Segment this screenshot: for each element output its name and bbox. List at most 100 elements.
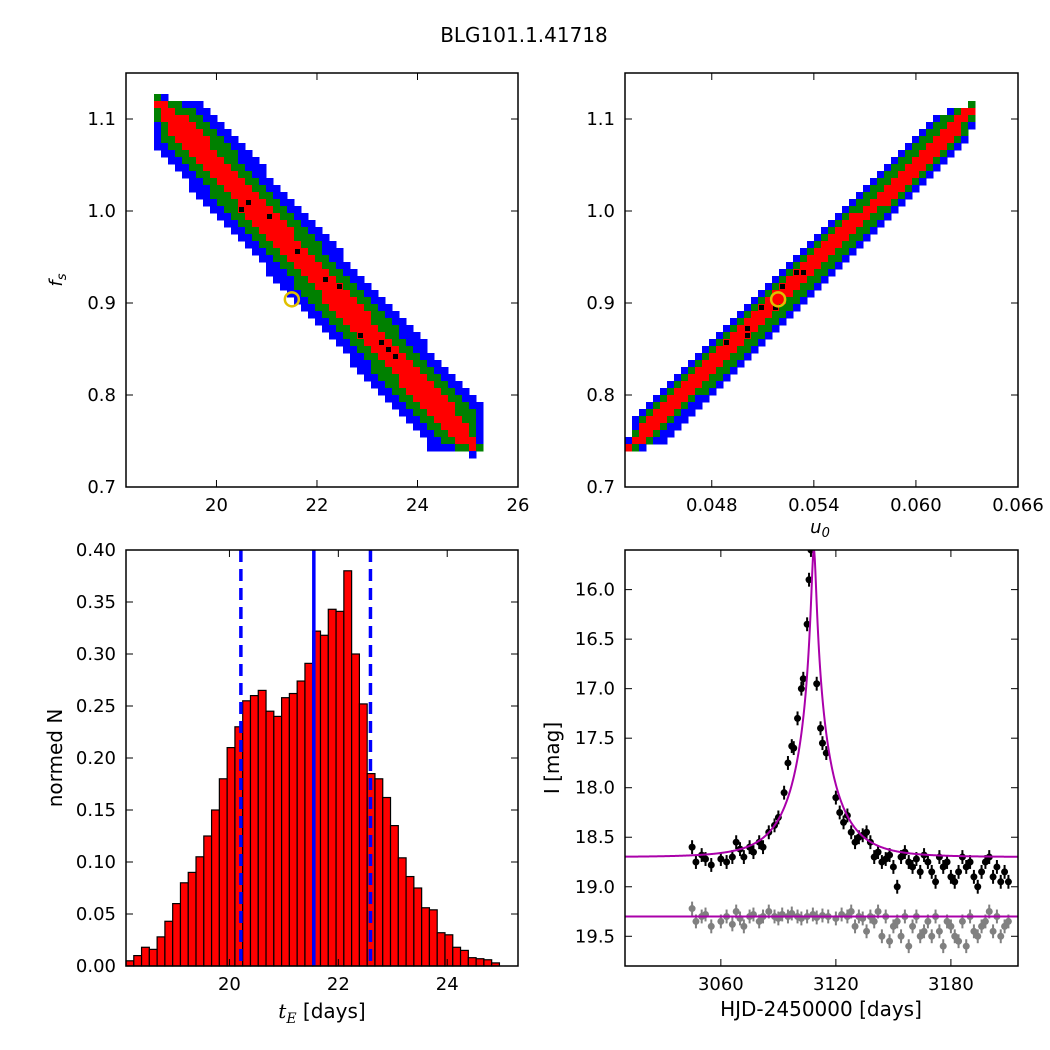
hist-bar <box>133 954 143 967</box>
tl-cell-mid <box>315 290 323 298</box>
tr-cell-outer <box>800 297 808 305</box>
tl-cell-outer <box>189 171 197 179</box>
tl-cell-outer <box>448 374 456 382</box>
tl-cell-inner <box>315 269 323 277</box>
tr-cell-outer <box>835 213 843 221</box>
tl-cell-outer <box>175 164 183 172</box>
panel-tl: 20 22 24 26 1.1 1.0 0.9 0.8 0.7 fs <box>46 72 529 516</box>
tr-cell-mid <box>919 143 927 151</box>
hist-bar <box>452 946 462 967</box>
tl-cell-outer <box>224 213 232 221</box>
tl-cell-inner <box>259 206 267 214</box>
tl-cell-mid <box>469 416 477 424</box>
tr-cell-outer <box>821 276 829 284</box>
tr-ticks-x-tick-label: 0.060 <box>890 495 942 516</box>
tl-cell-mid <box>259 234 267 242</box>
tr-cell-mid <box>716 339 724 347</box>
tl-cell-outer <box>308 304 316 312</box>
tl-cell-mid <box>399 395 407 403</box>
tl-cell-outer <box>203 192 211 200</box>
tl-cell-mid <box>294 234 302 242</box>
tr-cell-mid <box>947 115 955 123</box>
tl-cell-inner <box>469 444 477 452</box>
tl-cell-mid <box>371 367 379 375</box>
secondary-point <box>958 917 966 925</box>
tl-cell-inner <box>427 402 435 410</box>
tl-cell-inner <box>287 227 295 235</box>
tr-cell-mid <box>912 178 920 186</box>
tr-cell-inner <box>667 409 675 417</box>
tl-cell-mid <box>252 227 260 235</box>
tr-ticks-x-tick-label: 0.066 <box>992 495 1044 516</box>
tl-cell-mid <box>238 171 246 179</box>
tr-cell-inner <box>814 262 822 270</box>
tl-ticks-x-tick-label: 24 <box>406 495 429 516</box>
tr-cell-outer <box>891 206 899 214</box>
tr-ticks-x-tick-label: 0.048 <box>686 495 738 516</box>
tl-cell-mid <box>385 381 393 389</box>
tr-cell-inner <box>625 444 633 452</box>
tl-cell-mid <box>301 241 309 249</box>
tr-cell-mid <box>772 311 780 319</box>
tr-cell-inner <box>646 430 654 438</box>
tr-cell-mid <box>716 367 724 375</box>
br-ticks-y-tick-label: 19.5 <box>575 926 615 947</box>
tl-cell-outer <box>350 353 358 361</box>
tl-cell-mid <box>287 213 295 221</box>
tl-cell-inner <box>350 297 358 305</box>
secondary-point <box>951 932 959 940</box>
tl-cell-outer <box>154 136 162 144</box>
tr-cell-mid <box>856 227 864 235</box>
primary-point <box>889 863 897 871</box>
hist-bar <box>374 778 384 967</box>
tl-cell-outer <box>469 395 477 403</box>
tl-cell-mid <box>455 402 463 410</box>
tr-cell-mid <box>863 199 871 207</box>
tr-cell-inner <box>709 353 717 361</box>
hist-bar <box>148 948 158 967</box>
tl-cell-outer <box>350 276 358 284</box>
tr-cell-outer <box>793 304 801 312</box>
tl-cell-inner <box>406 374 414 382</box>
primary-point <box>780 789 788 797</box>
tl-cell-inner <box>413 367 421 375</box>
tl-cell-inner <box>434 409 442 417</box>
tl-cell-inner <box>420 395 428 403</box>
secondary-point <box>889 922 897 930</box>
tl-cell-mid <box>357 297 365 305</box>
tl-sample-cell <box>393 354 398 359</box>
tl-cell-inner <box>245 192 253 200</box>
tl-cell-outer <box>238 157 246 165</box>
tr-cell-mid <box>688 367 696 375</box>
hist-bar <box>164 920 174 967</box>
hist-bar <box>281 697 290 967</box>
tr-cell-inner <box>891 185 899 193</box>
tr-cell-mid <box>660 395 668 403</box>
tl-cell-inner <box>294 255 302 263</box>
tl-cell-mid <box>329 311 337 319</box>
tl-cell-outer <box>154 122 162 130</box>
tl-cell-inner <box>406 381 414 389</box>
figure-title: BLG101.1.41718 <box>440 23 608 47</box>
tl-cell-mid <box>238 164 246 172</box>
br-ylabel: I [mag] <box>540 722 564 794</box>
tr-cell-mid <box>723 332 731 340</box>
tr-cell-inner <box>954 122 962 130</box>
primary-point <box>912 855 920 863</box>
primary-point <box>970 873 978 881</box>
bl-ticks-y-tick-label: 0.15 <box>76 800 116 821</box>
tr-cell-inner <box>828 234 836 242</box>
tl-cell-inner <box>175 122 183 130</box>
tl-cell-inner <box>168 129 176 137</box>
tr-xlabel-sub: 0 <box>822 526 830 541</box>
tl-cell-outer <box>329 325 337 333</box>
tl-cell-outer <box>406 332 414 340</box>
tr-cell-mid <box>940 150 948 158</box>
tr-cell-mid <box>793 297 801 305</box>
tl-cell-mid <box>259 241 267 249</box>
tl-cell-mid <box>343 325 351 333</box>
secondary-point <box>985 908 993 916</box>
tl-cell-inner <box>203 164 211 172</box>
tl-cell-mid <box>301 276 309 284</box>
tl-cell-inner <box>434 402 442 410</box>
